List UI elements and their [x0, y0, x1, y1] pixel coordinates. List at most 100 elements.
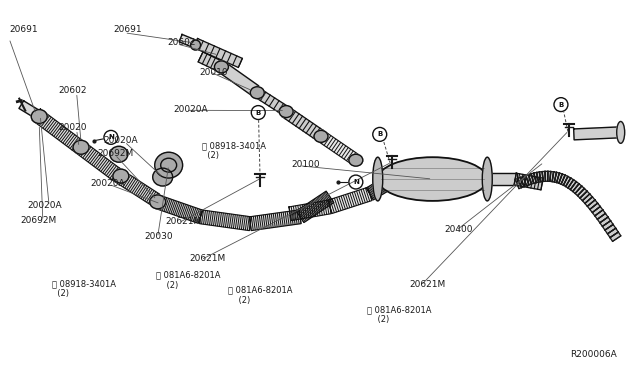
Text: B: B: [558, 102, 564, 108]
Polygon shape: [537, 172, 541, 182]
Circle shape: [372, 128, 387, 141]
Polygon shape: [19, 101, 42, 119]
Ellipse shape: [617, 122, 625, 143]
Ellipse shape: [73, 140, 89, 154]
Text: 20400: 20400: [444, 225, 473, 234]
Polygon shape: [518, 177, 524, 187]
Polygon shape: [526, 174, 531, 185]
Polygon shape: [550, 171, 554, 182]
Polygon shape: [597, 214, 608, 223]
Polygon shape: [252, 87, 288, 115]
Text: B: B: [255, 109, 261, 116]
Polygon shape: [523, 176, 529, 186]
Polygon shape: [563, 176, 571, 187]
Polygon shape: [376, 172, 383, 186]
Polygon shape: [600, 217, 611, 227]
Text: Ⓑ 081A6-8201A
    (2): Ⓑ 081A6-8201A (2): [367, 305, 431, 324]
Text: 20020: 20020: [59, 123, 87, 132]
Polygon shape: [602, 221, 613, 230]
Polygon shape: [580, 191, 589, 201]
Ellipse shape: [372, 157, 383, 201]
Text: Ⓑ 081A6-8201A
    (2): Ⓑ 081A6-8201A (2): [156, 270, 220, 289]
Text: 20100: 20100: [291, 160, 320, 169]
Text: 20020A: 20020A: [173, 105, 208, 114]
Text: 20691: 20691: [9, 25, 38, 34]
Polygon shape: [198, 52, 228, 74]
Ellipse shape: [150, 195, 166, 209]
Text: Ⓑ 081A6-8201A
    (2): Ⓑ 081A6-8201A (2): [228, 286, 292, 305]
Polygon shape: [328, 187, 372, 214]
Polygon shape: [529, 174, 534, 184]
Polygon shape: [317, 131, 358, 164]
Text: 20020A: 20020A: [103, 136, 138, 145]
Polygon shape: [32, 109, 80, 150]
Text: 20010: 20010: [199, 68, 228, 77]
Text: Ⓝ 08918-3401A
  (2): Ⓝ 08918-3401A (2): [52, 279, 116, 298]
Ellipse shape: [378, 157, 487, 201]
Polygon shape: [514, 173, 543, 190]
Polygon shape: [72, 139, 120, 180]
Text: 20621M: 20621M: [189, 254, 226, 263]
Polygon shape: [366, 176, 394, 200]
Polygon shape: [200, 210, 252, 231]
Polygon shape: [282, 107, 323, 140]
Polygon shape: [566, 178, 573, 188]
Text: 20020A: 20020A: [91, 179, 125, 187]
Polygon shape: [559, 174, 565, 184]
Text: 20692M: 20692M: [20, 215, 57, 225]
Text: 20602: 20602: [59, 86, 87, 95]
Ellipse shape: [113, 169, 129, 183]
Ellipse shape: [31, 110, 47, 124]
Text: N: N: [108, 134, 114, 140]
Ellipse shape: [214, 61, 228, 73]
Polygon shape: [112, 168, 159, 206]
Text: 20020A: 20020A: [27, 201, 61, 210]
Ellipse shape: [161, 158, 177, 172]
Polygon shape: [534, 173, 539, 183]
Text: Ⓝ 08918-3401A
  (2): Ⓝ 08918-3401A (2): [202, 141, 266, 160]
Polygon shape: [605, 224, 616, 234]
Polygon shape: [585, 197, 595, 206]
Polygon shape: [588, 200, 598, 209]
Circle shape: [554, 98, 568, 112]
Ellipse shape: [279, 106, 293, 118]
Ellipse shape: [349, 154, 363, 166]
Polygon shape: [487, 173, 517, 185]
Text: 20621M: 20621M: [409, 280, 445, 289]
Ellipse shape: [110, 146, 128, 162]
Polygon shape: [592, 206, 603, 216]
Ellipse shape: [191, 40, 200, 50]
Polygon shape: [610, 232, 621, 241]
Polygon shape: [573, 127, 619, 140]
Polygon shape: [554, 172, 559, 183]
Polygon shape: [542, 171, 545, 182]
Polygon shape: [556, 173, 562, 183]
Polygon shape: [296, 191, 334, 222]
Polygon shape: [577, 189, 587, 198]
Polygon shape: [540, 171, 543, 182]
Polygon shape: [552, 172, 556, 182]
Polygon shape: [582, 194, 593, 203]
Polygon shape: [531, 173, 536, 183]
Polygon shape: [156, 195, 203, 223]
Ellipse shape: [155, 152, 182, 178]
Polygon shape: [289, 200, 331, 221]
Polygon shape: [548, 171, 550, 182]
Circle shape: [349, 175, 363, 189]
Ellipse shape: [483, 157, 492, 201]
Text: 20692M: 20692M: [97, 149, 133, 158]
Ellipse shape: [314, 131, 328, 142]
Ellipse shape: [153, 168, 173, 186]
Polygon shape: [573, 184, 582, 193]
Circle shape: [104, 131, 118, 144]
Polygon shape: [561, 175, 568, 185]
Text: 20602: 20602: [167, 38, 196, 47]
Polygon shape: [250, 210, 301, 231]
Polygon shape: [193, 39, 243, 67]
Polygon shape: [595, 210, 605, 219]
Polygon shape: [590, 203, 600, 212]
Polygon shape: [520, 176, 527, 187]
Text: B: B: [377, 131, 382, 137]
Polygon shape: [607, 228, 618, 238]
Polygon shape: [179, 35, 199, 49]
